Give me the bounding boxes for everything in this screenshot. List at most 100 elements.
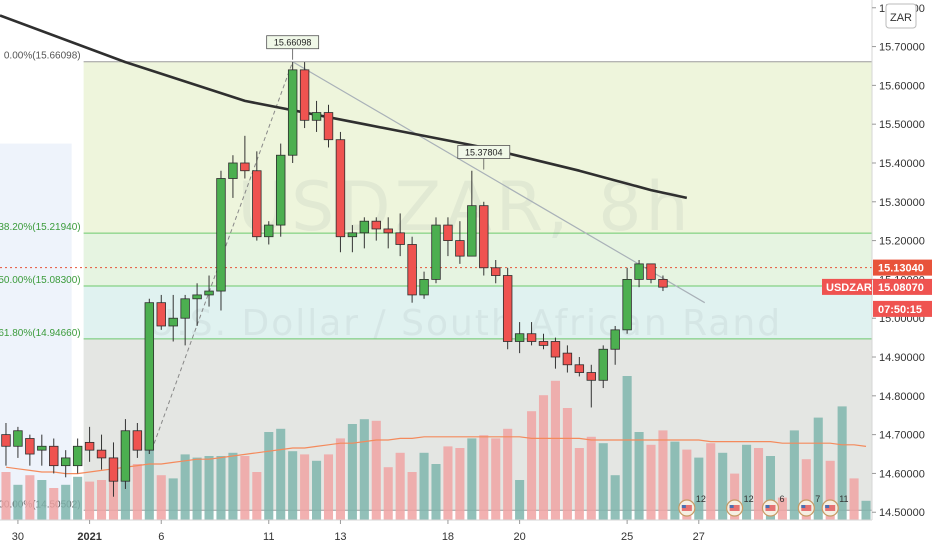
candle[interactable] (156, 294, 166, 330)
candle[interactable] (132, 422, 143, 458)
candle[interactable] (634, 260, 644, 288)
candle[interactable] (264, 221, 274, 245)
fib-zone-618-100 (83, 338, 872, 511)
candle[interactable] (371, 217, 381, 241)
candle[interactable] (347, 225, 358, 253)
currency-button[interactable]: ZAR (885, 3, 917, 29)
event-flag-icon[interactable]: 12 (726, 494, 754, 517)
candle[interactable] (168, 294, 178, 342)
volume-bar (25, 475, 35, 520)
candle-body (132, 430, 143, 451)
volume-bar (96, 480, 107, 520)
volume-bar (108, 475, 119, 520)
candle[interactable] (443, 217, 453, 257)
price-annotations[interactable]: 15.66098 15.37804 (266, 35, 511, 170)
candle[interactable] (240, 135, 250, 179)
candle[interactable] (60, 450, 71, 478)
moving-average-line[interactable] (0, 14, 688, 200)
candle[interactable] (120, 419, 131, 489)
candle[interactable] (419, 271, 429, 299)
candle[interactable] (622, 267, 632, 334)
event-count: 12 (696, 494, 706, 504)
price-annotation[interactable]: 15.37804 (457, 145, 511, 170)
candle-body (96, 449, 107, 459)
candle[interactable] (335, 131, 346, 253)
candle[interactable] (574, 357, 585, 377)
candle[interactable] (395, 213, 405, 257)
candle[interactable] (192, 283, 202, 326)
time-axis[interactable]: 30 2021 6 11 13 18 20 25 27 (0, 519, 932, 550)
event-flag-icon[interactable]: 7 (797, 494, 820, 517)
candle[interactable] (526, 322, 537, 346)
candle[interactable] (13, 426, 23, 458)
candle[interactable] (658, 275, 668, 292)
candle[interactable] (144, 298, 155, 455)
candle[interactable] (311, 100, 322, 132)
y-tick-label: 14.80000 (879, 391, 925, 403)
volume-bar (49, 488, 59, 520)
candle-body (335, 139, 346, 238)
candle[interactable] (287, 62, 298, 163)
economic-events[interactable]: 12 12 6 7 11 (678, 494, 849, 517)
candle[interactable] (299, 62, 310, 129)
candle[interactable] (252, 151, 262, 241)
candle[interactable] (72, 438, 83, 474)
candle[interactable] (96, 434, 107, 470)
candle[interactable] (467, 170, 477, 257)
candle[interactable] (598, 345, 608, 389)
candle[interactable] (204, 275, 214, 307)
candle[interactable] (216, 170, 226, 311)
volume-bar (443, 446, 453, 520)
volume-bar (228, 452, 238, 520)
candle[interactable] (514, 322, 525, 354)
candle[interactable] (37, 434, 47, 466)
price-annotation[interactable]: 15.66098 (266, 35, 320, 60)
candle[interactable] (538, 333, 549, 350)
volume-bar (359, 419, 369, 520)
candle[interactable] (455, 221, 465, 264)
candle[interactable] (562, 345, 573, 373)
candle[interactable] (323, 104, 334, 148)
volume-bar (216, 456, 226, 520)
descending-trend-line[interactable] (292, 61, 706, 304)
volume-bar (132, 464, 142, 520)
candle[interactable] (502, 267, 513, 350)
candle[interactable] (491, 260, 501, 284)
event-flag-icon[interactable]: 12 (678, 494, 706, 517)
volume-bar (144, 446, 154, 520)
event-flag-stripes (765, 505, 776, 511)
candle[interactable] (180, 294, 190, 346)
candle[interactable] (586, 364, 596, 408)
price-tags: 15.13040 15.08070 07:50:15 USDZAR (822, 259, 932, 317)
candle[interactable] (84, 426, 95, 462)
volume-bar (849, 478, 859, 520)
event-flag-icon[interactable]: 6 (761, 494, 784, 517)
candle[interactable] (276, 143, 286, 237)
moving-average[interactable] (0, 14, 688, 200)
volume-bar (646, 444, 656, 520)
candle[interactable] (610, 325, 620, 365)
candle[interactable] (49, 438, 59, 474)
candle[interactable] (25, 434, 35, 466)
candle[interactable] (646, 263, 656, 284)
volume-bar (252, 472, 262, 520)
candle-body (383, 228, 393, 234)
candle[interactable] (228, 155, 238, 198)
candle[interactable] (431, 217, 441, 284)
event-flag-stripes (681, 505, 692, 511)
candle[interactable] (108, 442, 119, 497)
volume-bar (753, 448, 764, 520)
candle-body (395, 232, 405, 245)
volume-bar (527, 411, 537, 520)
candle[interactable] (479, 201, 489, 276)
candle[interactable] (383, 217, 393, 249)
candle[interactable] (1, 422, 11, 466)
candle-body (168, 317, 178, 327)
candlesticks[interactable] (1, 62, 668, 497)
candle[interactable] (407, 236, 417, 303)
candle[interactable] (550, 337, 561, 369)
event-flag-icon[interactable]: 11 (821, 494, 849, 517)
candle-body (49, 445, 59, 467)
candle[interactable] (359, 217, 370, 249)
